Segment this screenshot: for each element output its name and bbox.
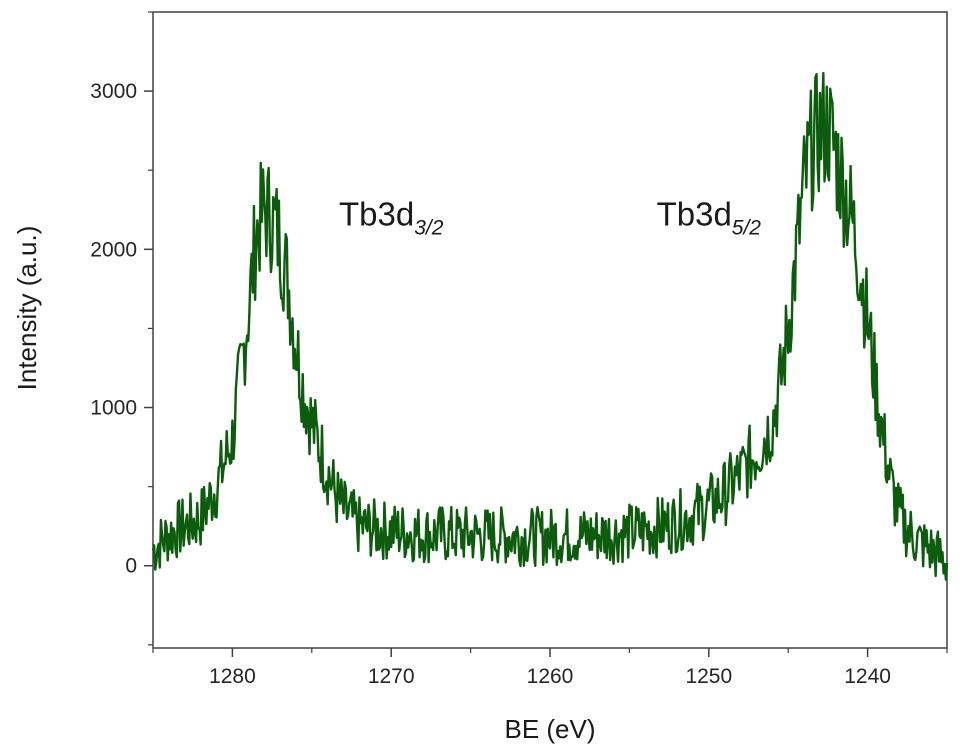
x-tick-label: 1250	[685, 665, 732, 688]
y-tick-label: 1000	[90, 397, 137, 420]
x-tick-label: 1260	[527, 665, 574, 688]
y-tick-label: 0	[125, 555, 137, 578]
peak-label-tb3d52: Tb3d5/2	[657, 196, 762, 240]
tick-labels: 1280 1270 1260 1250 1240 0 1000 2000 3000	[90, 80, 891, 688]
peak-label-subscript: 3/2	[414, 217, 444, 240]
peak-label-main: Tb3d	[657, 196, 732, 233]
axis-ticks	[144, 11, 948, 657]
y-axis-title: Intensity (a.u.)	[12, 226, 42, 391]
peak-label-subscript: 5/2	[732, 217, 762, 240]
y-tick-label: 2000	[90, 238, 137, 261]
spectrum-line	[151, 71, 949, 581]
peak-label-tb3d32: Tb3d3/2	[339, 196, 444, 240]
plot-area	[151, 71, 949, 581]
y-tick-label: 3000	[90, 80, 137, 103]
x-axis-title: BE (eV)	[504, 714, 595, 744]
x-tick-label: 1240	[844, 665, 891, 688]
peak-label-main: Tb3d	[339, 196, 414, 233]
x-tick-label: 1270	[368, 665, 415, 688]
x-tick-label: 1280	[209, 665, 256, 688]
